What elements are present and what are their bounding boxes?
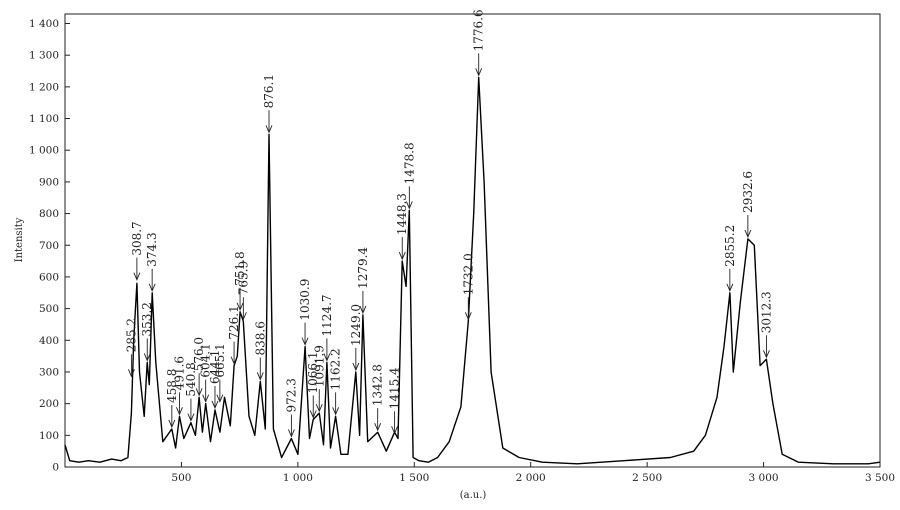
peak-label: 1066.1 [306,351,320,393]
y-tick-label: 600 [39,271,59,283]
peak-label: 576.0 [192,337,206,371]
peak-marker-arrow [332,407,340,416]
peak-label: 2932.6 [741,171,755,213]
peak-marker-arrow [398,251,406,261]
y-tick-label: 300 [39,366,59,378]
peak-label: 1776.6 [472,9,486,51]
peak-marker-arrow [148,283,156,292]
peak-label: 1415.4 [388,367,402,409]
peak-marker-arrow [301,337,309,346]
peak-label: 1091.9 [312,345,326,387]
peak-marker-arrow [133,272,141,281]
peak-label: 604.1 [199,343,213,377]
peak-label: 1478.8 [402,142,416,184]
x-axis-title: (a.u.) [460,490,487,501]
peak-label: 374.3 [145,232,159,266]
x-axis: 500 1 000 1 500 2 000 2 500 3 000 3 500 [171,462,895,484]
peak-label: 1249.0 [349,304,363,346]
y-tick-label: 1 000 [29,145,59,157]
peak-marker-arrow [216,394,224,403]
y-tick-label: 1 200 [29,81,59,93]
peak-label: 665.1 [213,343,227,377]
peak-label: 1448.3 [395,193,409,235]
x-tick-label: 2 000 [516,472,546,484]
peak-label: 353.2 [140,302,154,336]
peak-marker-arrow [236,302,244,311]
peak-label: 876.1 [262,74,276,108]
peak-marker-arrow [352,362,360,372]
peak-marker-arrow [230,356,238,365]
peak-marker-arrow [359,305,367,315]
peak-annotations: 285.2 308.7 353.2 374.3 458.8491.6540.8576.0… [124,9,773,438]
y-tick-label: 500 [39,303,59,315]
peak-label: 540.8 [184,362,198,396]
peak-marker-arrow [168,419,176,429]
y-tick-label: 900 [39,176,59,188]
peak-label: 1124.7 [320,294,334,336]
peak-label: 1732.0 [461,253,475,295]
peak-marker-arrow [464,312,472,321]
peak-label: 458.8 [165,369,179,403]
y-tick-label: 200 [39,398,59,410]
y-tick-label: 700 [39,240,59,252]
peak-label: 765.9 [236,261,250,295]
peak-marker-arrow [726,283,734,292]
peak-label: 2855.2 [723,225,737,267]
x-tick-label: 3 500 [865,472,895,484]
x-tick-label: 3 000 [749,472,779,484]
peak-marker-arrow [763,350,770,359]
peak-marker-arrow [315,403,323,413]
peak-marker-arrow [391,426,398,435]
x-tick-label: 2 500 [632,472,662,484]
peak-label: 838.6 [253,321,267,355]
peak-marker-arrow [287,429,295,438]
peak-marker-arrow [195,388,203,397]
peak-marker-arrow [202,394,210,403]
peak-label: 1279.4 [356,247,370,289]
y-tick-label: 1 300 [29,50,59,62]
x-tick-label: 500 [171,472,191,484]
peak-marker-arrow [265,125,273,134]
peak-marker-arrow [256,372,264,381]
peak-marker-arrow [211,400,219,410]
peak-marker-arrow [374,422,382,432]
peak-marker-arrow [127,369,135,378]
peak-label: 491.6 [172,356,186,390]
peak-label: 1030.9 [298,279,312,321]
peak-label: 1342.8 [371,364,385,406]
y-tick-label: 0 [52,462,59,474]
spectrum-line [64,76,881,465]
plot-frame [64,13,881,468]
peak-marker-arrow [239,312,247,321]
peak-marker-arrow [187,413,195,422]
peak-label: 972.3 [284,378,298,412]
peak-marker-arrow [309,410,317,419]
y-tick-label: 1 400 [29,18,59,30]
x-tick-label: 1 500 [399,472,429,484]
y-tick-label: 800 [39,208,59,220]
y-tick-label: 400 [39,335,59,347]
peak-marker-arrow [405,201,413,210]
peak-label: 1162.2 [329,348,343,390]
peak-label: 644.1 [208,350,222,384]
peak-marker-arrow [744,229,752,239]
peak-label: 726.1 [227,305,241,339]
y-axis: 0 100 200 300 400 500 600 700 800 900 1 000 1 100 1 … [29,18,70,474]
peak-marker-arrow [323,353,331,362]
peak-marker-arrow [176,407,183,416]
peak-label: 3012.3 [759,291,773,333]
peak-label: 285.2 [124,318,138,352]
peak-label: 751.8 [233,251,247,285]
y-axis-title: Intensity [14,217,25,262]
series-group [64,76,881,465]
y-tick-label: 100 [39,430,59,442]
peak-marker-arrow [475,68,483,77]
x-tick-label: 1 000 [283,472,313,484]
peak-marker-arrow [143,353,151,362]
peak-label: 308.7 [130,221,144,255]
y-tick-label: 1 100 [29,113,59,125]
